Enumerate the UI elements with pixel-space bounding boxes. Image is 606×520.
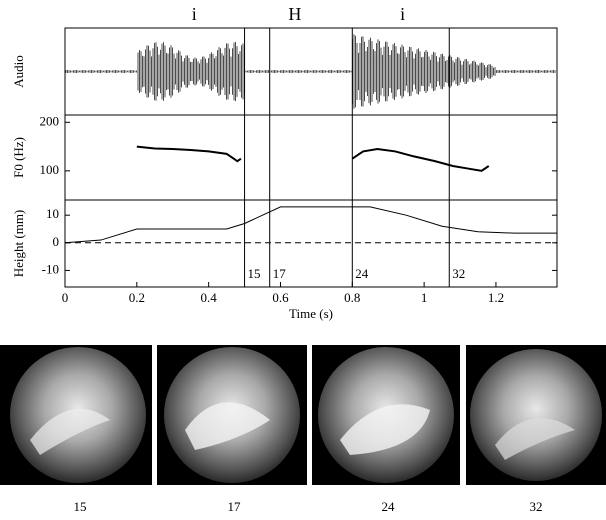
frame-marker-label: 15 bbox=[248, 266, 261, 281]
panel-frame bbox=[64, 114, 558, 201]
y-axis-label: Audio bbox=[11, 55, 26, 88]
phoneme-label: H bbox=[288, 4, 301, 24]
frame-marker-label: 24 bbox=[355, 266, 369, 281]
phoneme-label: i bbox=[192, 4, 197, 24]
frame-marker-label: 17 bbox=[273, 266, 287, 281]
photo-detail bbox=[185, 402, 270, 450]
x-tick-label: 0 bbox=[62, 290, 69, 305]
photo-label: 15 bbox=[74, 499, 87, 514]
y-axis-label: Height (mm) bbox=[11, 210, 26, 278]
x-tick-label: 0.2 bbox=[129, 290, 145, 305]
y-tick-label: 100 bbox=[40, 162, 60, 177]
photo-scope bbox=[470, 349, 602, 481]
y-tick-label: 0 bbox=[53, 234, 60, 249]
series-line bbox=[64, 206, 557, 244]
x-axis-label: Time (s) bbox=[289, 306, 333, 321]
photo-detail bbox=[495, 418, 575, 460]
x-tick-label: 0.6 bbox=[272, 290, 289, 305]
x-tick-label: 1 bbox=[421, 290, 428, 305]
x-tick-label: 0.4 bbox=[201, 290, 218, 305]
y-axis-label: F0 (Hz) bbox=[11, 137, 26, 178]
photo-label: 32 bbox=[530, 499, 543, 514]
x-tick-label: 1.2 bbox=[488, 290, 504, 305]
frame-marker-label: 32 bbox=[452, 266, 465, 281]
photo-label: 17 bbox=[228, 499, 242, 514]
photo-detail bbox=[30, 408, 110, 455]
photo-row bbox=[0, 345, 606, 485]
panel-frame bbox=[64, 199, 558, 288]
photo-detail bbox=[340, 404, 430, 455]
x-tick-label: 0.8 bbox=[344, 290, 360, 305]
y-tick-label: -10 bbox=[42, 261, 59, 276]
y-tick-label: 200 bbox=[40, 113, 60, 128]
series-line bbox=[136, 145, 490, 172]
phoneme-label: i bbox=[400, 4, 405, 24]
y-tick-label: 10 bbox=[46, 206, 59, 221]
photo-label: 24 bbox=[382, 499, 396, 514]
waveform bbox=[65, 34, 556, 109]
